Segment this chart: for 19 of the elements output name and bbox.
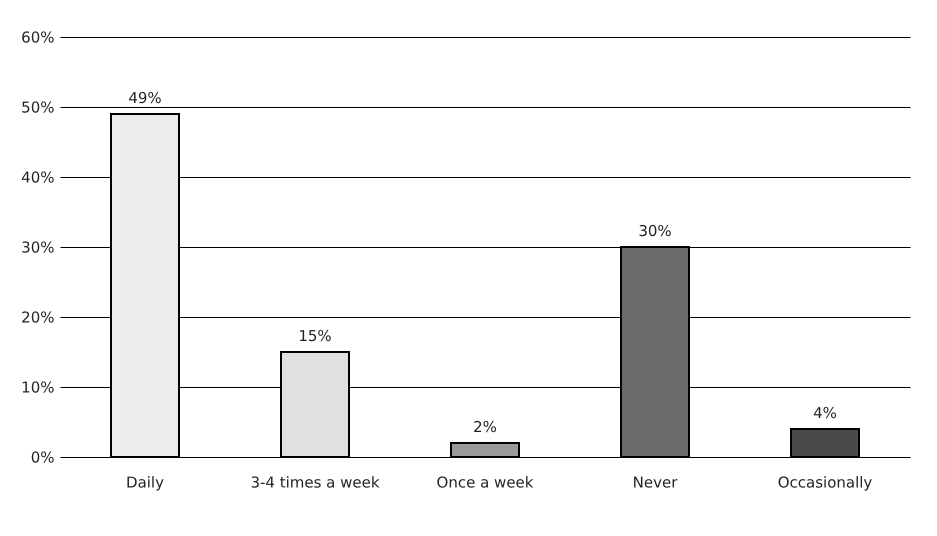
data-label: 49% xyxy=(128,89,162,107)
x-tick-label: 3-4 times a week xyxy=(250,474,380,492)
y-tick-label: 60% xyxy=(21,28,54,46)
y-tick-label: 20% xyxy=(21,308,54,326)
data-label: 2% xyxy=(473,418,497,436)
y-tick-label: 0% xyxy=(30,448,54,466)
bar xyxy=(450,442,520,458)
y-tick-label: 10% xyxy=(21,378,54,396)
data-label: 4% xyxy=(813,404,837,422)
x-tick-label: Never xyxy=(632,474,678,492)
bar xyxy=(790,428,860,458)
data-label: 15% xyxy=(298,327,332,345)
y-tick-label: 40% xyxy=(21,168,54,186)
x-tick-label: Daily xyxy=(126,474,164,492)
x-tick-label: Once a week xyxy=(436,474,534,492)
x-tick-label: Occasionally xyxy=(778,474,872,492)
y-tick-label: 30% xyxy=(21,238,54,256)
y-tick-label: 50% xyxy=(21,98,54,116)
data-label: 30% xyxy=(638,222,672,240)
